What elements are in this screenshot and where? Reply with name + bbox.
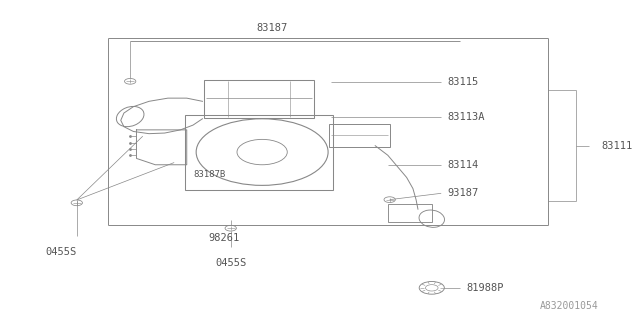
Text: 83187B: 83187B bbox=[193, 170, 225, 179]
Text: 81988P: 81988P bbox=[467, 284, 504, 293]
Text: 83111: 83111 bbox=[602, 141, 633, 151]
Text: 0455S: 0455S bbox=[215, 258, 246, 268]
Text: A832001054: A832001054 bbox=[540, 301, 598, 311]
Text: 83113A: 83113A bbox=[447, 112, 485, 122]
Text: 83187: 83187 bbox=[256, 23, 287, 33]
Text: 0455S: 0455S bbox=[45, 247, 77, 257]
Text: 83115: 83115 bbox=[447, 77, 479, 87]
Text: 93187: 93187 bbox=[447, 188, 479, 198]
Text: 98261: 98261 bbox=[209, 233, 240, 243]
Text: 83114: 83114 bbox=[447, 160, 479, 170]
